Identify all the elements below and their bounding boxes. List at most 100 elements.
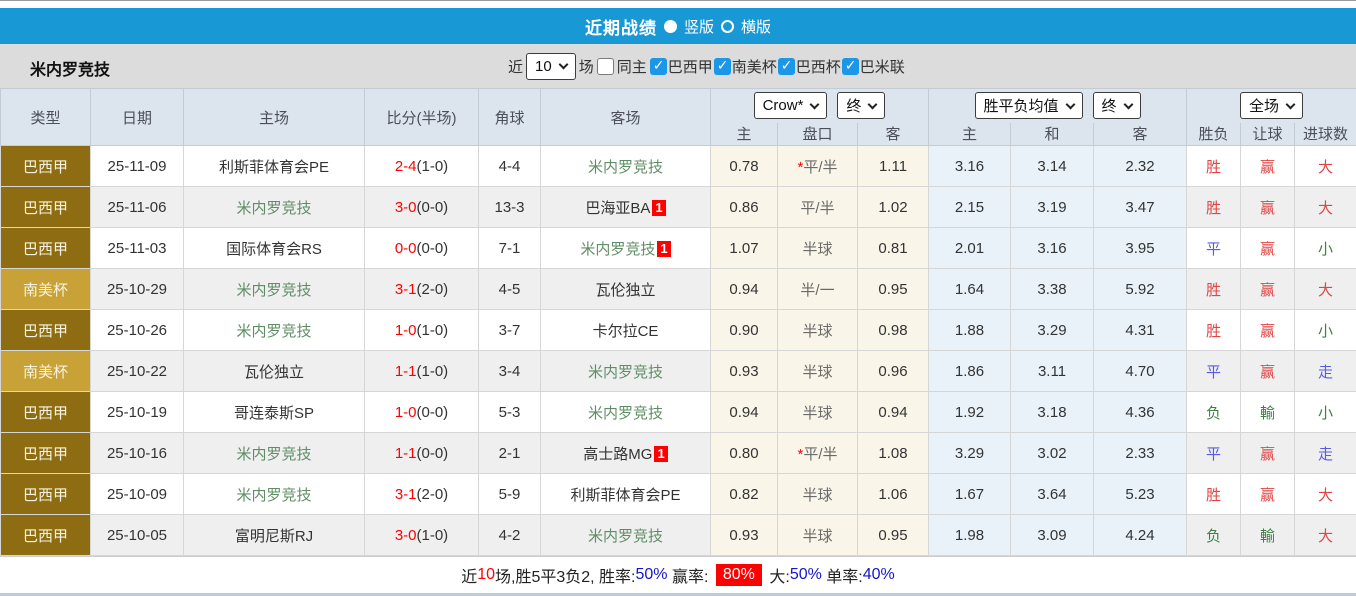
competition-label: 巴西甲 <box>667 58 713 76</box>
handicap-away-odds: 0.81 <box>856 227 930 269</box>
handicap-line-text: 半球 <box>802 363 833 381</box>
handicap-line: 半球 <box>777 227 858 269</box>
handicap-home-odds: 1.07 <box>710 227 778 269</box>
result-handicap: 赢 <box>1240 145 1296 187</box>
odds-source-select[interactable]: Crow* <box>753 92 828 120</box>
corner-score: 5-3 <box>478 391 541 433</box>
match-type-badge: 巴西甲 <box>0 145 91 187</box>
home-team: 哥连泰斯SP <box>183 391 365 433</box>
match-date: 25-10-16 <box>90 432 184 474</box>
avg-away-odds: 3.95 <box>1093 227 1188 269</box>
avg-away-odds: 5.92 <box>1093 268 1188 310</box>
team-name-text: 米内罗竞技 <box>236 445 312 463</box>
handicap-line: 半球 <box>777 391 858 433</box>
radio-unselected-icon[interactable] <box>721 19 734 33</box>
corner-score: 2-1 <box>478 432 541 474</box>
fulltime-score: 2-4 <box>394 157 417 175</box>
scope-select-group: 全场 <box>1186 88 1356 123</box>
result-wdl: 胜 <box>1186 309 1242 351</box>
match-type-badge: 巴西甲 <box>0 432 91 474</box>
handicap-line: 半球 <box>777 514 858 556</box>
handicap-away-odds: 1.06 <box>856 473 930 515</box>
chevron-down-icon <box>867 99 878 110</box>
competition-checkbox-4[interactable] <box>841 57 859 75</box>
result-handicap: 赢 <box>1240 432 1296 474</box>
result-wdl: 胜 <box>1186 268 1242 310</box>
avg-home-odds: 1.67 <box>928 473 1012 515</box>
summary-bar: 近 10 场,胜5平3负2, 胜率: 50% 赢率: 80% 大: 50% 单率: 40% <box>0 556 1356 593</box>
competition-checkbox-1[interactable] <box>649 57 667 75</box>
handicap-line: 半球 <box>777 309 858 351</box>
handicap-line-text: 平/半 <box>803 158 838 176</box>
avg-away-odds: 4.24 <box>1093 514 1188 556</box>
result-goals: 大 <box>1294 145 1356 187</box>
competition-label: 巴西杯 <box>795 58 841 76</box>
games-count-select[interactable]: 10 <box>526 52 576 80</box>
handicap-away-odds: 0.95 <box>856 514 930 556</box>
layout-option-vertical[interactable]: 竖版 <box>683 18 714 36</box>
team-name-text: 米内罗竞技 <box>236 486 312 504</box>
col-header-date: 日期 <box>90 88 184 146</box>
handicap-time-select[interactable]: 终 <box>837 92 886 120</box>
handicap-time-value: 终 <box>846 98 862 116</box>
summary-part: 场,胜5平3负2, 胜率: <box>495 569 636 586</box>
red-card-badge: 1 <box>652 199 666 216</box>
match-type-badge: 巴西甲 <box>0 227 91 269</box>
away-team: 巴海亚BA 1 <box>540 186 711 228</box>
radio-selected-icon[interactable] <box>663 19 677 33</box>
match-score: 1-0(0-0) <box>364 391 479 433</box>
handicap-home-odds: 0.93 <box>710 350 778 392</box>
team-name-text: 富明尼斯RJ <box>234 527 314 545</box>
away-team: 米内罗竞技 <box>540 391 711 433</box>
competition-checkbox-3[interactable] <box>777 57 795 75</box>
layout-option-horizontal[interactable]: 横版 <box>741 18 772 36</box>
summary-part: 80% <box>715 564 762 586</box>
away-team: 瓦伦独立 <box>540 268 711 310</box>
match-type-badge: 巴西甲 <box>0 186 91 228</box>
avg-time-value: 终 <box>1101 98 1117 116</box>
match-type-badge: 南美杯 <box>0 350 91 392</box>
avg-odds-value: 胜平负均值 <box>983 98 1059 116</box>
result-goals: 大 <box>1294 186 1356 228</box>
avg-draw-odds: 3.11 <box>1010 350 1095 392</box>
result-handicap: 赢 <box>1240 227 1296 269</box>
fulltime-score: 1-1 <box>394 444 417 462</box>
results-table: 类型 日期 主场 比分(半场) 角球 客场 Crow* 终 胜平负均值 终 <box>0 88 1356 556</box>
avg-home-odds: 1.64 <box>928 268 1012 310</box>
result-handicap: 赢 <box>1240 186 1296 228</box>
result-handicap: 赢 <box>1240 473 1296 515</box>
same-home-checkbox[interactable] <box>596 57 614 75</box>
team-name-text: 哥连泰斯SP <box>233 404 314 422</box>
avg-draw-odds: 3.14 <box>1010 145 1095 187</box>
avg-time-select[interactable]: 终 <box>1092 92 1141 120</box>
home-team: 米内罗竞技 <box>183 186 365 228</box>
home-team: 米内罗竞技 <box>183 432 365 474</box>
team-name-text: 米内罗竞技 <box>236 199 312 217</box>
match-date: 25-10-19 <box>90 391 184 433</box>
team-name-text: 米内罗竞技 <box>587 158 663 176</box>
team-name-text: 国际体育会RS <box>226 240 322 258</box>
handicap-home-odds: 0.80 <box>710 432 778 474</box>
scope-select[interactable]: 全场 <box>1240 92 1304 120</box>
competition-label: 巴米联 <box>859 58 905 76</box>
team-name-text: 高士路MG <box>583 445 653 463</box>
chevron-down-icon <box>1123 99 1133 110</box>
handicap-line-text: 半球 <box>802 404 833 422</box>
summary-part: 大: <box>764 569 790 586</box>
avg-odds-select[interactable]: 胜平负均值 <box>974 92 1083 120</box>
fulltime-score: 3-1 <box>394 280 417 298</box>
competition-checkbox-2[interactable] <box>713 57 731 75</box>
col-header-home: 主场 <box>183 88 365 146</box>
match-score: 3-1(2-0) <box>364 268 479 310</box>
handicap-home-odds: 0.94 <box>710 268 778 310</box>
halftime-score: (0-0) <box>416 444 449 462</box>
handicap-line-text: 平/半 <box>803 445 838 463</box>
result-wdl: 胜 <box>1186 186 1242 228</box>
sub-column-header: 和 <box>1010 122 1095 146</box>
halftime-score: (2-0) <box>416 280 449 298</box>
result-wdl: 负 <box>1186 514 1242 556</box>
away-team: 米内罗竞技 1 <box>540 227 711 269</box>
handicap-line: *平/半 <box>777 145 858 187</box>
filter-bar: 米内罗竞技 近 10 场 同主 巴西甲南美杯巴西杯巴米联 <box>0 44 1356 88</box>
handicap-home-odds: 0.90 <box>710 309 778 351</box>
